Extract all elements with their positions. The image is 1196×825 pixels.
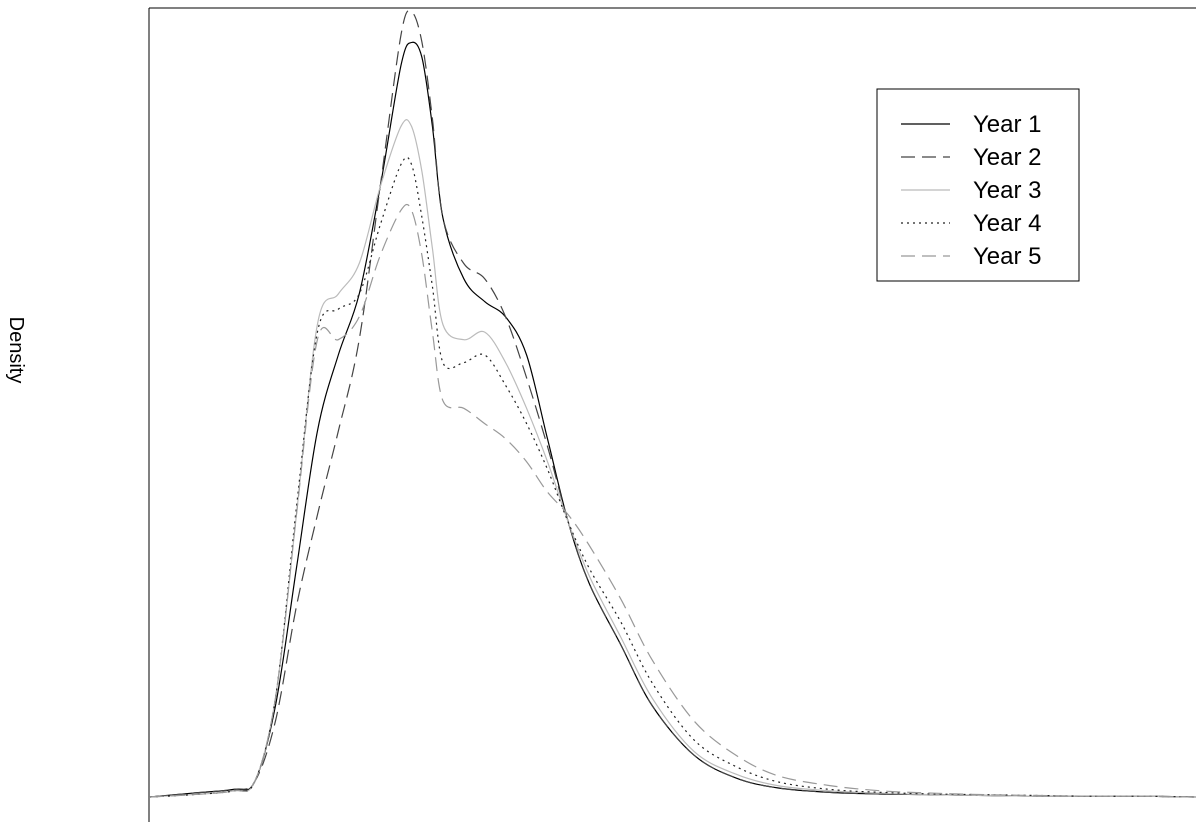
legend-label-5: Year 5 [973, 243, 1042, 270]
y-axis-label: Density [5, 317, 27, 384]
legend-label-4: Year 4 [973, 210, 1042, 237]
series-line-year-2 [149, 10, 1196, 798]
legend-label-1: Year 1 [973, 111, 1042, 138]
series-line-year-4 [149, 156, 1196, 798]
series-layer [149, 10, 1196, 798]
legend-label-3: Year 3 [973, 177, 1042, 204]
legend-label-2: Year 2 [973, 144, 1042, 171]
series-line-year-5 [149, 203, 1196, 798]
legend-box [876, 88, 1080, 282]
legend-items: Year 1 Year 2 Year 3 Year 4 Year 5 [901, 111, 1042, 270]
legend: Year 1 Year 2 Year 3 Year 4 Year 5 [876, 88, 1080, 282]
